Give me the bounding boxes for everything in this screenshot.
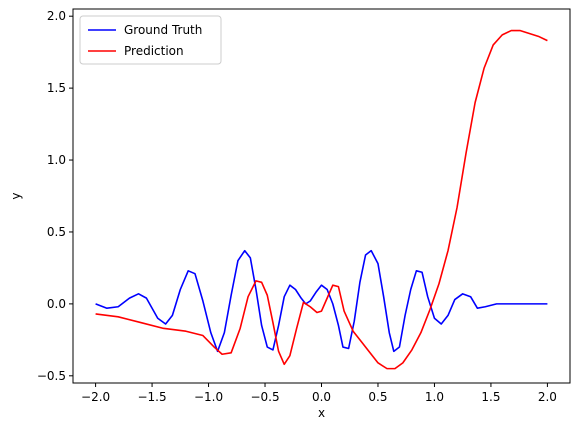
legend-box	[79, 15, 222, 65]
x-tick-label: 0.0	[312, 390, 331, 404]
x-tick-label: −1.0	[194, 390, 223, 404]
legend-label-prediction: Prediction	[124, 44, 184, 58]
y-tick-label: 0.0	[47, 297, 66, 311]
series-line-prediction	[95, 29, 548, 370]
y-tick-label: 1.5	[47, 81, 66, 95]
x-axis-label: x	[318, 406, 325, 420]
series-line-ground-truth	[95, 249, 548, 353]
legend: Ground Truth Prediction	[79, 15, 222, 65]
x-tick-label: 1.0	[425, 390, 444, 404]
y-axis-label: y	[9, 192, 23, 199]
x-axis-ticks: −2.0 −1.5 −1.0 −0.5 0.0 0.5 1.0 1.5 2.0	[81, 383, 557, 404]
y-tick-label: 2.0	[47, 9, 66, 23]
x-tick-label: 2.0	[538, 390, 557, 404]
x-tick-label: −1.5	[137, 390, 166, 404]
y-tick-label: 0.5	[47, 225, 66, 239]
x-tick-label: 0.5	[368, 390, 387, 404]
y-tick-label: −0.5	[37, 369, 66, 383]
series-layer	[95, 29, 548, 370]
y-tick-label: 1.0	[47, 153, 66, 167]
x-tick-label: −0.5	[250, 390, 279, 404]
x-tick-label: −2.0	[81, 390, 110, 404]
legend-label-ground-truth: Ground Truth	[124, 23, 202, 37]
y-axis-ticks: −0.5 0.0 0.5 1.0 1.5 2.0	[37, 9, 73, 383]
plot-area	[73, 9, 570, 383]
x-tick-label: 1.5	[481, 390, 500, 404]
